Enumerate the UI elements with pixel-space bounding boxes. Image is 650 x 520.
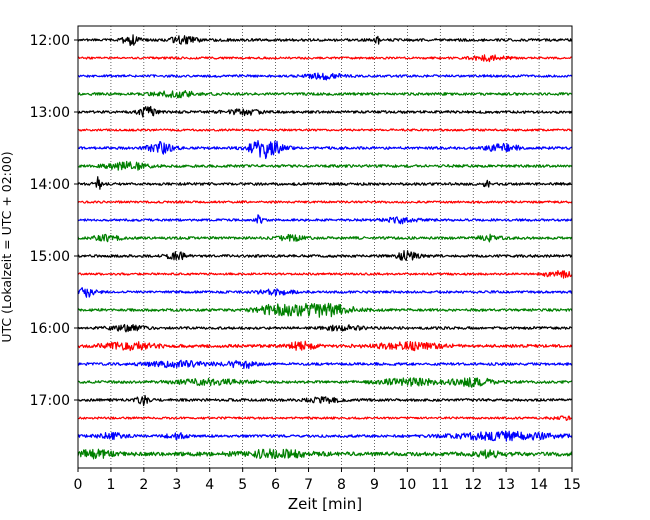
plot-frame [77,25,573,469]
trace-line [77,359,573,370]
x-tick-label: 11 [431,477,449,493]
trace-line [77,160,573,171]
trace-line [77,250,573,262]
trace-line [77,140,573,160]
trace-line [77,72,573,81]
trace-line [77,415,573,421]
trace-line [77,287,573,298]
x-tick-label: 3 [172,477,181,493]
x-tick-label: 7 [304,477,313,493]
x-tick-label: 13 [497,477,515,493]
trace-line [77,377,573,388]
trace-line [77,34,573,47]
y-tick-label: 15:00 [30,249,70,265]
trace-line [77,54,573,63]
trace-line [77,128,573,132]
trace-line [77,176,573,190]
trace-line [77,430,573,442]
x-tick-label: 15 [563,477,581,493]
x-tick-label: 6 [271,477,280,493]
x-tick-label: 5 [238,477,247,493]
trace-line [77,270,573,279]
y-tick-label: 13:00 [30,105,70,121]
trace-line [77,105,573,118]
x-tick-label: 2 [139,477,148,493]
trace-line [77,340,573,352]
x-tick-label: 14 [530,477,548,493]
x-tick-label: 9 [370,477,379,493]
trace-line [77,214,573,225]
trace-line [77,448,573,460]
trace-line [77,233,573,243]
y-tick-label: 14:00 [30,177,70,193]
x-tick-label: 12 [464,477,482,493]
x-axis-label: Zeit [min] [288,495,362,513]
trace-line [77,302,573,318]
x-tick-label: 10 [398,477,416,493]
plot-background [78,26,572,468]
seismic-traces [77,34,573,460]
y-tick-label: 12:00 [30,33,70,49]
x-tick-label: 0 [74,477,83,493]
y-axis-ticks: 12:00 13:00 14:00 15:00 16:00 17:00 [30,33,78,409]
y-tick-label: 17:00 [30,393,70,409]
x-tick-label: 8 [337,477,346,493]
x-tick-label: 4 [205,477,214,493]
trace-line [77,323,573,333]
x-tick-label: 1 [106,477,115,493]
y-axis-label: UTC (Lokalzeit = UTC + 02:00) [0,151,14,342]
trace-line [77,90,573,99]
y-tick-label: 16:00 [30,321,70,337]
trace-line [77,200,573,204]
x-axis-ticks: 0 1 2 3 4 5 6 7 8 9 10 11 12 13 14 15 [74,468,581,493]
trace-line [77,394,573,407]
